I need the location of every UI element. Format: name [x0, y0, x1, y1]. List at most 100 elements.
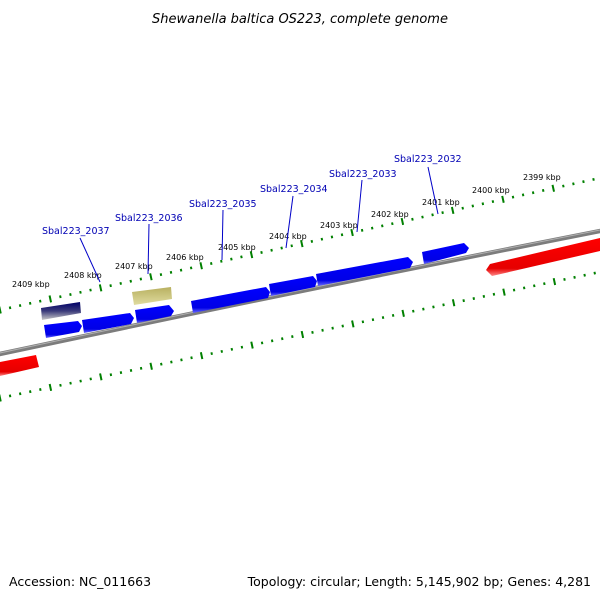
topology-summary: Topology: circular; Length: 5,145,902 bp… — [247, 574, 591, 589]
ruler-tick — [149, 273, 153, 281]
ruler-tick — [270, 248, 273, 252]
ruler-tick — [450, 206, 455, 215]
ruler-tick — [290, 244, 293, 248]
ruler-tick — [421, 215, 424, 219]
accession-text: Accession: NC_011663 — [9, 574, 151, 589]
ruler-tick — [8, 394, 12, 398]
kbp-label: 2408 kbp — [64, 271, 102, 280]
ruler-tick — [381, 316, 385, 320]
gene-arrow[interactable] — [269, 276, 317, 296]
ruler-tick — [582, 180, 585, 184]
kbp-label: 2407 kbp — [115, 262, 153, 271]
ruler-tick — [300, 330, 305, 339]
dark-feature[interactable] — [41, 302, 81, 320]
ruler-tick — [543, 282, 546, 286]
kbp-label: 2403 kbp — [320, 221, 358, 230]
ruler-tick — [129, 279, 133, 283]
ruler-tick — [99, 373, 103, 381]
ruler-tick — [48, 295, 53, 303]
ruler-tick — [230, 347, 234, 351]
ruler-tick — [562, 184, 565, 188]
ruler-tick — [220, 259, 223, 263]
gene-label[interactable]: Sbal223_2036 — [115, 213, 183, 224]
outer-tick-ruler — [0, 177, 595, 314]
ruler-tick — [422, 307, 425, 311]
reverse-genes — [0, 305, 174, 376]
ruler-tick — [391, 222, 394, 226]
ruler-tick — [341, 324, 344, 328]
ruler-tick — [79, 379, 82, 383]
ruler-tick — [129, 369, 133, 372]
gene-arrow[interactable] — [82, 313, 134, 333]
ruler-tick — [531, 191, 535, 195]
ruler-tick — [321, 328, 324, 332]
ruler-tick — [472, 297, 476, 300]
ruler-tick — [522, 286, 526, 290]
map-title: Shewanella baltica OS223, complete genom… — [152, 12, 448, 27]
ruler-tick — [0, 306, 2, 314]
ruler-tick — [260, 341, 264, 345]
ruler-tick — [169, 270, 173, 274]
leader-line — [79, 237, 101, 283]
ruler-tick — [442, 303, 445, 307]
ruler-tick — [59, 383, 62, 387]
ruler-tick — [230, 257, 233, 261]
gene-arrow[interactable] — [44, 321, 82, 338]
ruler-tick — [462, 299, 465, 303]
ruler-tick — [350, 228, 354, 237]
ruler-tick — [89, 377, 92, 381]
leader-line — [147, 223, 150, 275]
gene-label[interactable]: Sbal223_2032 — [394, 154, 462, 165]
gene-arrow[interactable] — [0, 355, 39, 376]
gene-arrow[interactable] — [135, 305, 174, 323]
gene-label[interactable]: Sbal223_2035 — [189, 199, 257, 210]
ruler-tick — [220, 349, 224, 353]
gene-arrow[interactable] — [486, 238, 600, 276]
ruler-tick — [441, 211, 444, 215]
ruler-tick — [209, 262, 213, 266]
ruler-tick — [361, 320, 365, 324]
ruler-tick — [512, 288, 516, 292]
ruler-tick — [79, 290, 82, 294]
ruler-tick — [170, 360, 173, 364]
ruler-tick — [190, 356, 193, 360]
rna-feature[interactable] — [132, 287, 172, 305]
gene-label[interactable]: Sbal223_2033 — [329, 169, 397, 180]
genome-backbone — [0, 228, 600, 357]
ruler-tick — [240, 345, 244, 349]
ruler-tick — [69, 381, 72, 385]
forward-genes — [191, 238, 600, 313]
ruler-tick — [391, 313, 395, 317]
kbp-label: 2401 kbp — [422, 198, 460, 207]
gene-arrow[interactable] — [316, 257, 413, 286]
inner-tick-ruler — [0, 271, 596, 402]
gene-label[interactable]: Sbal223_2034 — [260, 184, 328, 195]
ruler-tick — [491, 200, 495, 204]
ruler-tick — [249, 251, 254, 259]
ruler-tick — [139, 366, 143, 370]
ruler-tick — [330, 235, 334, 239]
ruler-tick — [189, 266, 193, 270]
ruler-tick — [98, 284, 103, 292]
ruler-tick — [371, 318, 375, 322]
gene-label[interactable]: Sbal223_2037 — [42, 226, 110, 237]
ruler-tick — [240, 255, 243, 259]
gene-label-lines — [79, 166, 439, 283]
ruler-tick — [119, 281, 122, 285]
ruler-tick — [501, 195, 505, 203]
ruler-tick — [331, 326, 334, 330]
ruler-tick — [360, 228, 364, 232]
ruler-tick — [69, 293, 72, 296]
kbp-label: 2406 kbp — [166, 253, 204, 262]
ruler-tick — [179, 268, 183, 272]
other-features — [41, 287, 172, 320]
ruler-tick — [541, 189, 545, 192]
gene-arrow[interactable] — [422, 243, 469, 264]
gene-arrow[interactable] — [191, 287, 270, 313]
ruler-tick — [159, 273, 163, 277]
ruler-tick — [551, 184, 555, 192]
ruler-tick — [310, 239, 314, 243]
ruler-tick — [451, 299, 456, 307]
ruler-tick — [311, 330, 314, 334]
ruler-tick — [432, 305, 435, 309]
